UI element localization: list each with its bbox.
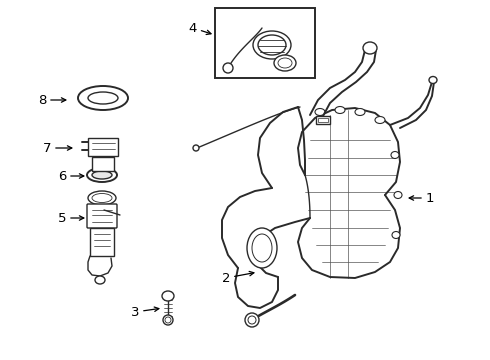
Bar — [92, 157, 114, 171]
Ellipse shape — [335, 107, 345, 113]
Ellipse shape — [355, 108, 365, 116]
Ellipse shape — [88, 191, 116, 205]
Text: 7: 7 — [43, 141, 51, 154]
Ellipse shape — [247, 228, 277, 268]
Ellipse shape — [253, 31, 291, 59]
Ellipse shape — [92, 171, 112, 179]
Bar — [90, 228, 114, 256]
Ellipse shape — [274, 55, 296, 71]
Ellipse shape — [392, 231, 400, 238]
Text: 5: 5 — [58, 211, 66, 225]
Ellipse shape — [429, 77, 437, 84]
Text: 4: 4 — [189, 22, 197, 35]
Text: 6: 6 — [58, 170, 66, 183]
Ellipse shape — [83, 89, 123, 107]
Text: 3: 3 — [131, 306, 139, 319]
Ellipse shape — [363, 42, 377, 54]
Text: 1: 1 — [426, 192, 434, 204]
Ellipse shape — [162, 291, 174, 301]
Ellipse shape — [193, 145, 199, 151]
Text: 8: 8 — [38, 94, 46, 107]
Ellipse shape — [78, 86, 128, 110]
Ellipse shape — [223, 63, 233, 73]
Text: 2: 2 — [222, 271, 230, 284]
Ellipse shape — [375, 117, 385, 123]
FancyBboxPatch shape — [87, 204, 117, 228]
Ellipse shape — [95, 276, 105, 284]
Ellipse shape — [391, 152, 399, 158]
Bar — [316, 116, 330, 124]
Ellipse shape — [245, 313, 259, 327]
Bar — [215, 8, 315, 78]
Bar — [318, 118, 328, 122]
Ellipse shape — [315, 108, 325, 116]
Ellipse shape — [87, 168, 117, 182]
Ellipse shape — [88, 92, 118, 104]
Ellipse shape — [394, 192, 402, 198]
Ellipse shape — [163, 315, 173, 325]
Bar — [88, 138, 118, 156]
